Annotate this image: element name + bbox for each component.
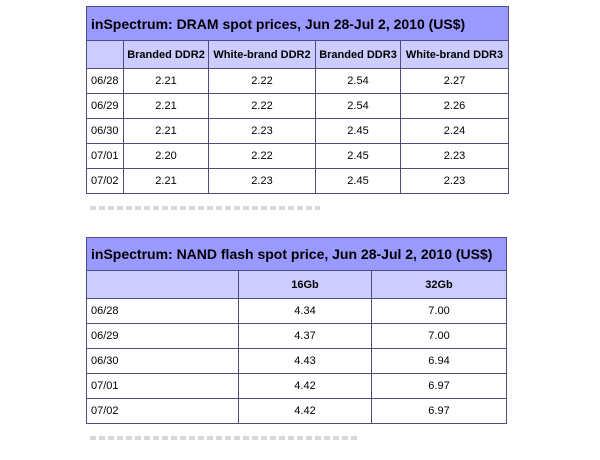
nand-price-table: inSpectrum: NAND flash spot price, Jun 2… <box>85 237 508 424</box>
price-cell: 2.27 <box>400 68 509 94</box>
table-row: 07/02 2.21 2.23 2.45 2.23 <box>86 168 509 194</box>
price-cell: 4.34 <box>238 298 372 324</box>
nand-table-title: inSpectrum: NAND flash spot price, Jun 2… <box>85 237 508 271</box>
dram-price-table: inSpectrum: DRAM spot prices, Jun 28-Jul… <box>86 6 509 194</box>
price-cell: 6.94 <box>370 348 508 374</box>
table-row: 06/29 4.37 7.00 <box>86 323 508 349</box>
cropped-caption-line <box>90 206 320 210</box>
dram-header-branded-ddr2: Branded DDR2 <box>123 40 209 69</box>
price-cell: 2.45 <box>315 143 401 169</box>
date-cell: 07/01 <box>86 143 124 169</box>
price-cell: 6.97 <box>370 373 508 399</box>
price-cell: 2.22 <box>208 93 316 119</box>
dram-table-title: inSpectrum: DRAM spot prices, Jun 28-Jul… <box>86 6 509 41</box>
price-cell: 4.37 <box>238 323 372 349</box>
price-cell: 7.00 <box>370 323 508 349</box>
nand-header-blank <box>86 270 239 299</box>
price-cell: 2.20 <box>123 143 209 169</box>
price-cell: 2.22 <box>208 68 316 94</box>
price-cell: 6.97 <box>370 398 508 424</box>
dram-header-row: Branded DDR2 White-brand DDR2 Branded DD… <box>86 40 509 69</box>
price-cell: 2.23 <box>400 143 509 169</box>
price-cell: 4.42 <box>238 373 372 399</box>
price-cell: 2.23 <box>400 168 509 194</box>
table-row: 06/30 2.21 2.23 2.45 2.24 <box>86 118 509 144</box>
nand-header-16gb: 16Gb <box>238 270 372 299</box>
nand-header-32gb: 32Gb <box>370 270 508 299</box>
price-cell: 2.54 <box>315 68 401 94</box>
dram-header-branded-ddr3: Branded DDR3 <box>315 40 401 69</box>
table-row: 07/01 2.20 2.22 2.45 2.23 <box>86 143 509 169</box>
date-cell: 06/28 <box>86 298 239 324</box>
date-cell: 06/28 <box>86 68 124 94</box>
dram-header-white-brand-ddr2: White-brand DDR2 <box>208 40 316 69</box>
date-cell: 06/29 <box>86 93 124 119</box>
date-cell: 06/29 <box>86 323 239 349</box>
price-cell: 2.45 <box>315 118 401 144</box>
price-cell: 2.21 <box>123 168 209 194</box>
price-cell: 4.42 <box>238 398 372 424</box>
date-cell: 07/02 <box>86 398 239 424</box>
table-row: 07/02 4.42 6.97 <box>86 398 508 424</box>
date-cell: 07/01 <box>86 373 239 399</box>
price-cell: 2.45 <box>315 168 401 194</box>
price-cell: 2.21 <box>123 68 209 94</box>
nand-header-row: 16Gb 32Gb <box>86 270 508 299</box>
dram-header-white-brand-ddr3: White-brand DDR3 <box>400 40 509 69</box>
table-row: 06/28 2.21 2.22 2.54 2.27 <box>86 68 509 94</box>
price-cell: 2.26 <box>400 93 509 119</box>
cropped-caption-line <box>90 436 360 440</box>
price-cell: 2.21 <box>123 93 209 119</box>
table-row: 06/28 4.34 7.00 <box>86 298 508 324</box>
price-cell: 2.24 <box>400 118 509 144</box>
price-cell: 2.21 <box>123 118 209 144</box>
date-cell: 07/02 <box>86 168 124 194</box>
price-cell: 4.43 <box>238 348 372 374</box>
date-cell: 06/30 <box>86 118 124 144</box>
price-cell: 2.22 <box>208 143 316 169</box>
table-row: 06/30 4.43 6.94 <box>86 348 508 374</box>
date-cell: 06/30 <box>86 348 239 374</box>
price-cell: 7.00 <box>370 298 508 324</box>
dram-header-blank <box>86 40 124 69</box>
table-row: 06/29 2.21 2.22 2.54 2.26 <box>86 93 509 119</box>
price-cell: 2.23 <box>208 118 316 144</box>
price-cell: 2.54 <box>315 93 401 119</box>
price-cell: 2.23 <box>208 168 316 194</box>
table-row: 07/01 4.42 6.97 <box>86 373 508 399</box>
